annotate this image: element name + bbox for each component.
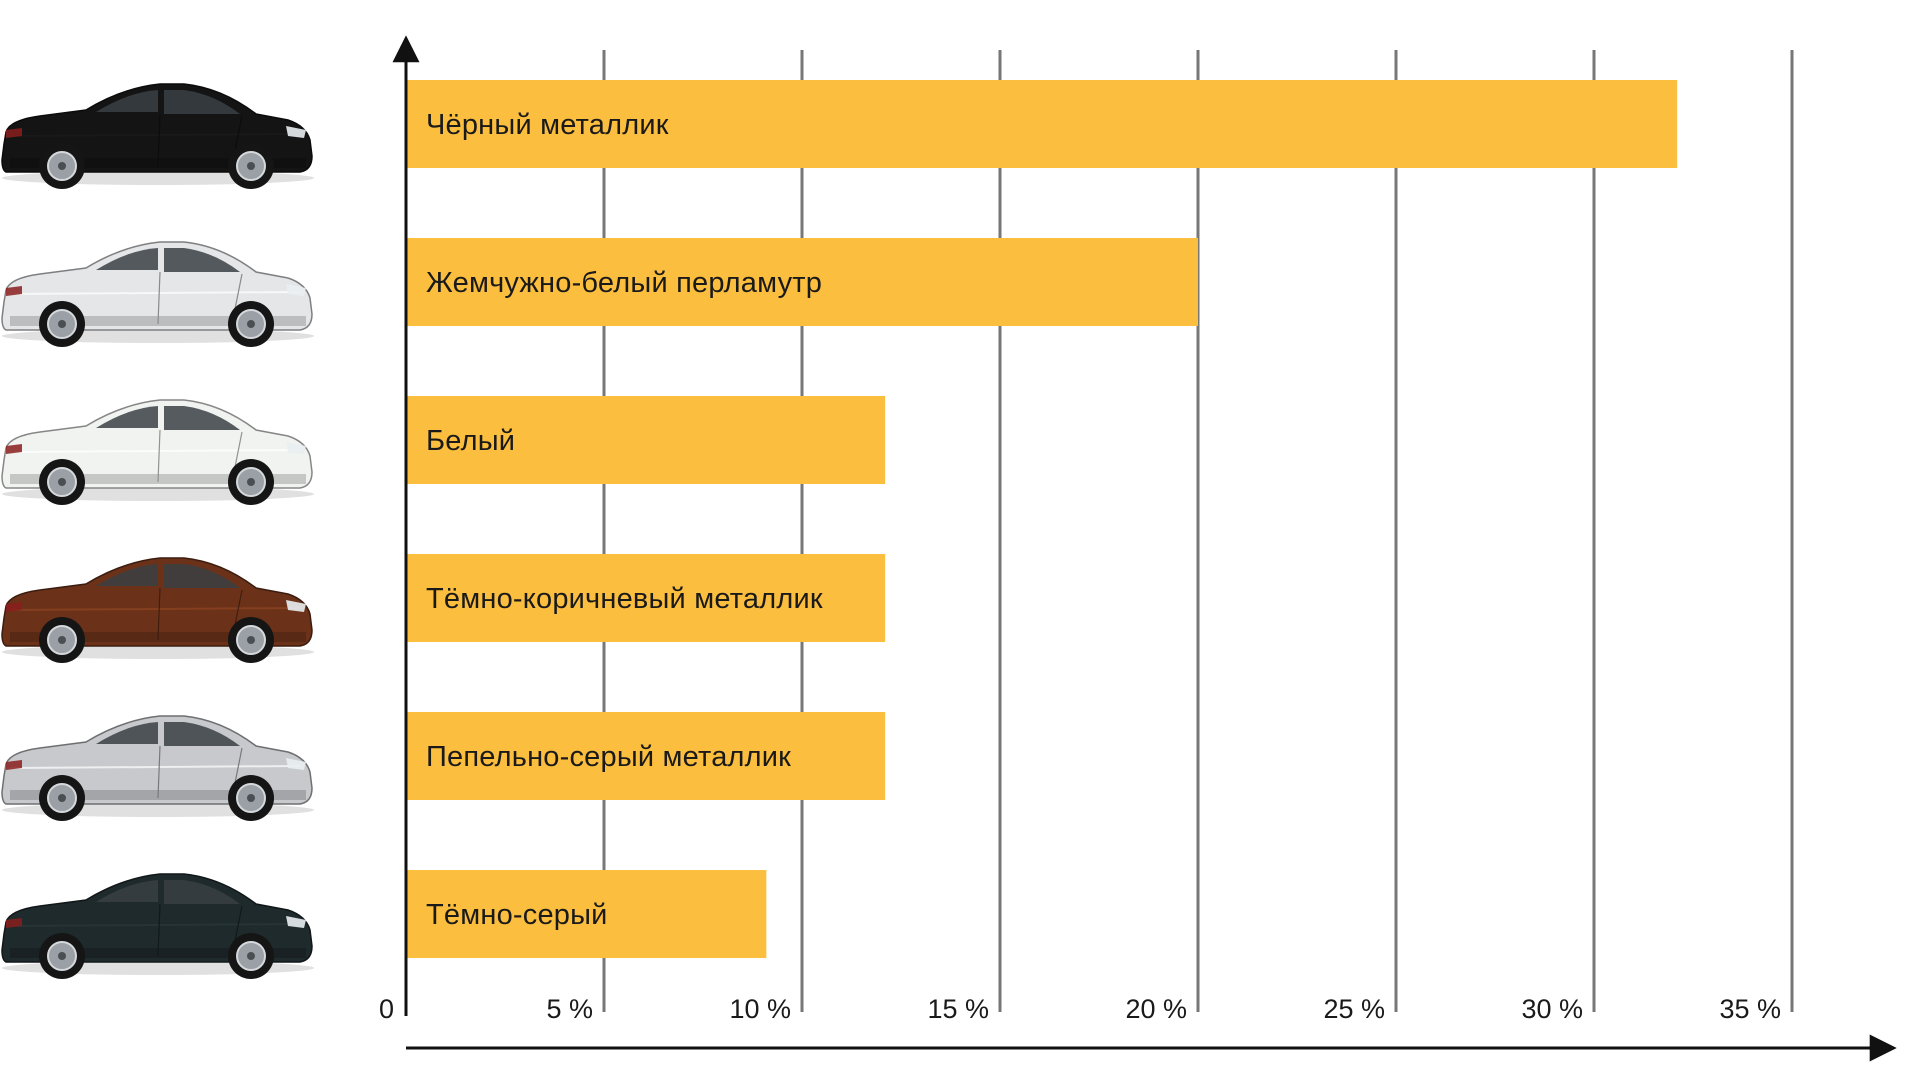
car-headlight — [286, 442, 306, 454]
car-door-line — [157, 429, 161, 483]
car-window-front — [164, 722, 240, 746]
bars — [406, 80, 1678, 958]
bar-label-3: Тёмно-коричневый металлик — [426, 583, 823, 615]
car-hub — [58, 952, 66, 960]
car-taillight — [6, 760, 22, 770]
car-headlight — [286, 126, 306, 138]
car-1-icon — [1, 241, 314, 347]
car-hub — [58, 162, 66, 170]
car-5-icon — [1, 873, 314, 979]
car-window-front — [164, 248, 240, 272]
car-highlight — [9, 449, 301, 453]
car-highlight — [9, 765, 301, 769]
car-door-line — [157, 587, 161, 641]
car-hub — [247, 952, 255, 960]
car-taillight — [6, 444, 22, 454]
car-hub — [247, 162, 255, 170]
car-door-line — [157, 903, 161, 957]
car-window-rear — [96, 248, 158, 270]
car-hub — [247, 794, 255, 802]
car-hub — [58, 794, 66, 802]
car-taillight — [6, 602, 22, 612]
car-highlight — [9, 923, 301, 927]
x-tick-label-10: 10 % — [729, 994, 791, 1024]
car-taillight — [6, 286, 22, 296]
car-hub — [58, 320, 66, 328]
car-headlight — [286, 758, 306, 770]
car-headlight — [286, 916, 306, 928]
bar-0 — [406, 80, 1678, 168]
bar-3 — [406, 554, 886, 642]
x-tick-label-0: 0 — [379, 994, 394, 1024]
car-hub — [247, 636, 255, 644]
car-window-rear — [96, 564, 158, 586]
car-hub — [58, 478, 66, 486]
car-window-rear — [96, 90, 158, 112]
car-window-front — [164, 880, 240, 904]
car-taillight — [6, 128, 22, 138]
x-tick-label-5: 5 % — [546, 994, 593, 1024]
x-tick-label-20: 20 % — [1125, 994, 1187, 1024]
bar-label-5: Тёмно-серый — [426, 899, 608, 931]
car-window-front — [164, 564, 240, 588]
x-tick-label-35: 35 % — [1719, 994, 1781, 1024]
bar-2 — [406, 396, 886, 484]
bar-1 — [406, 238, 1198, 326]
bar-5 — [406, 870, 767, 958]
car-window-rear — [96, 880, 158, 902]
car-highlight — [9, 291, 301, 295]
car-door-line — [157, 113, 161, 167]
car-hub — [247, 478, 255, 486]
car-taillight — [6, 918, 22, 928]
bar-labels: Чёрный металлик Жемчужно-белый перламутр Б… — [426, 109, 823, 931]
car-window-rear — [96, 406, 158, 428]
car-hub — [58, 636, 66, 644]
car-window-front — [164, 90, 240, 114]
car-door-line — [157, 271, 161, 325]
car-window-front — [164, 406, 240, 430]
car-headlight — [286, 600, 306, 612]
bar-label-4: Пепельно-серый металлик — [426, 741, 791, 773]
car-0-icon — [1, 83, 314, 189]
car-highlight — [9, 133, 301, 137]
x-tick-labels: 0 5 % 10 % 15 % 20 % 25 % 30 % 35 % — [379, 994, 1781, 1024]
car-3-icon — [1, 557, 314, 663]
car-highlight — [9, 607, 301, 611]
car-4-icon — [1, 715, 314, 821]
car-hub — [247, 320, 255, 328]
x-tick-label-25: 25 % — [1323, 994, 1385, 1024]
car-door-line — [157, 745, 161, 799]
car-headlight — [286, 284, 306, 296]
car-window-rear — [96, 722, 158, 744]
x-tick-label-30: 30 % — [1521, 994, 1583, 1024]
bar-label-1: Жемчужно-белый перламутр — [426, 267, 822, 299]
x-tick-label-15: 15 % — [927, 994, 989, 1024]
bar-4 — [406, 712, 886, 800]
bar-label-2: Белый — [426, 425, 515, 457]
bar-label-0: Чёрный металлик — [426, 109, 669, 141]
car-thumbnails — [1, 83, 314, 979]
gridlines — [602, 50, 1794, 1012]
axes — [392, 35, 1897, 1062]
car-2-icon — [1, 399, 314, 505]
